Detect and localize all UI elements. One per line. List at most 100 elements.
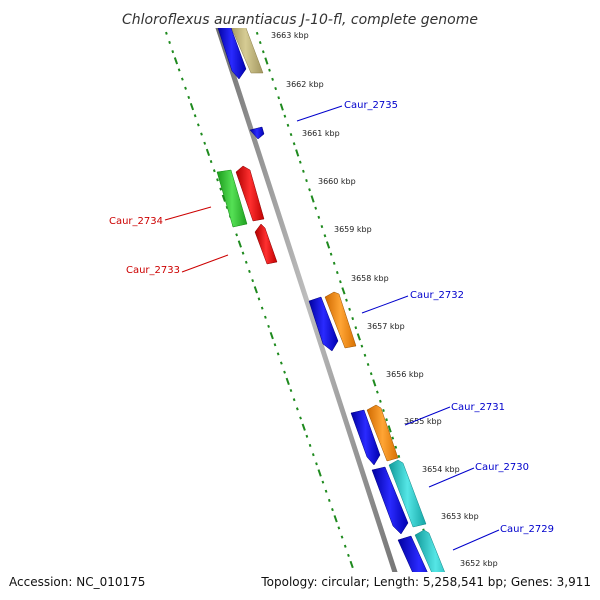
gene-caur-2731[interactable] — [366, 404, 399, 462]
inner-tick-track — [165, 31, 362, 593]
map-title: Chloroflexus aurantiacus J-10-fl, comple… — [122, 12, 478, 28]
inner-track-minor-tick — [241, 251, 245, 255]
gene-label-caur-2735[interactable]: Caur_2735 — [344, 100, 398, 111]
gene-caur-2729[interactable] — [414, 529, 456, 600]
outer-track-major-tick — [356, 333, 361, 341]
gene-caur-2733[interactable] — [254, 223, 278, 265]
kbp-tick-labels: 3663 kbp 3662 kbp 3661 kbp 3660 kbp 3659… — [271, 31, 498, 568]
gene-label-caur-2733[interactable]: Caur_2733 — [126, 265, 180, 276]
kbp-label-3652: 3652 kbp — [460, 559, 498, 568]
inner-track-minor-tick — [324, 489, 328, 493]
gene-caur-2730[interactable] — [388, 459, 427, 528]
inner-track-minor-tick — [184, 86, 187, 90]
inner-track-minor-tick — [321, 480, 325, 484]
gene-caur-2734[interactable] — [216, 169, 248, 228]
inner-track-major-tick — [237, 240, 242, 248]
inner-track-minor-tick — [251, 279, 255, 283]
outer-track-minor-tick — [375, 390, 379, 394]
gene-blue-2730[interactable] — [371, 466, 409, 535]
outer-track-minor-tick — [382, 408, 385, 413]
outer-track-minor-tick — [302, 169, 305, 173]
outer-track-minor-tick — [391, 436, 395, 440]
outer-tick-track — [255, 31, 446, 596]
inner-track-minor-tick — [219, 187, 223, 191]
kbp-label-3654: 3654 kbp — [422, 465, 460, 474]
kbp-label-3661: 3661 kbp — [302, 129, 340, 138]
outer-track-minor-tick — [289, 132, 293, 137]
inner-track-minor-tick — [235, 233, 239, 237]
outer-track-major-tick — [310, 195, 315, 203]
inner-track-minor-tick — [177, 68, 181, 72]
outer-track-minor-tick — [397, 454, 401, 459]
leader-caur-2735 — [296, 105, 343, 122]
inner-track-major-tick — [253, 286, 258, 294]
gene-label-caur-2734[interactable]: Caur_2734 — [109, 216, 163, 227]
gene-tan-top[interactable] — [228, 20, 264, 74]
outer-track-minor-tick — [292, 142, 296, 146]
outer-track-minor-tick — [360, 344, 364, 348]
outer-track-minor-tick — [298, 160, 302, 164]
gene-blue-2729[interactable] — [397, 535, 440, 600]
gene-caur-2735[interactable] — [249, 126, 265, 140]
leader-caur-2734 — [164, 206, 212, 221]
outer-track-minor-tick — [255, 31, 259, 35]
outer-track-minor-tick — [363, 353, 367, 357]
gene-labels: Caur_2735 Caur_2734 Caur_2733 Caur_2732 … — [109, 100, 554, 535]
inner-track-minor-tick — [209, 159, 213, 164]
inner-track-minor-tick — [292, 398, 296, 402]
outer-track-minor-tick — [332, 261, 336, 265]
inner-track-minor-tick — [289, 388, 293, 393]
outer-track-major-tick — [279, 103, 284, 111]
inner-track-major-tick — [189, 102, 195, 111]
gene-red-upper[interactable] — [235, 165, 265, 222]
outer-track-minor-tick — [308, 188, 311, 192]
gene-blue-2732[interactable] — [308, 296, 339, 352]
inner-track-minor-tick — [343, 544, 347, 548]
kbp-label-3656: 3656 kbp — [386, 370, 424, 379]
gene-label-caur-2731[interactable]: Caur_2731 — [451, 402, 505, 413]
gene-blue-2731[interactable] — [350, 409, 381, 466]
inner-track-minor-tick — [299, 416, 302, 420]
outer-track-minor-tick — [261, 50, 265, 54]
outer-track-minor-tick — [314, 206, 318, 210]
inner-track-minor-tick — [244, 260, 248, 264]
inner-track-minor-tick — [295, 407, 299, 411]
inner-track-major-tick — [301, 423, 306, 431]
outer-track-minor-tick — [258, 41, 262, 45]
outer-track-minor-tick — [394, 445, 398, 449]
outer-track-minor-tick — [323, 234, 327, 238]
gene-label-caur-2729[interactable]: Caur_2729 — [500, 524, 554, 535]
inner-track-major-tick — [349, 560, 354, 569]
outer-track-minor-tick — [366, 362, 370, 367]
inner-track-minor-tick — [260, 306, 264, 310]
inner-track-minor-tick — [315, 462, 318, 466]
inner-track-minor-tick — [308, 443, 312, 448]
inner-track-minor-tick — [267, 324, 270, 328]
inner-track-minor-tick — [165, 31, 168, 35]
outer-track-minor-tick — [283, 114, 287, 118]
inner-track-minor-tick — [200, 132, 203, 136]
outer-track-minor-tick — [348, 307, 351, 311]
gene-caur-2732[interactable] — [324, 291, 357, 349]
inner-track-minor-tick — [257, 297, 261, 301]
outer-track-minor-tick — [354, 326, 358, 330]
outer-track-major-tick — [387, 425, 392, 433]
inner-track-minor-tick — [337, 526, 341, 530]
outer-track-major-tick — [372, 379, 377, 387]
inner-track-minor-tick — [193, 114, 197, 118]
outer-track-minor-tick — [445, 593, 446, 596]
leader-caur-2733 — [181, 254, 229, 273]
inner-track-minor-tick — [361, 591, 362, 593]
outer-track-minor-tick — [339, 280, 342, 284]
inner-track-major-tick — [173, 57, 179, 65]
inner-track-major-tick — [221, 194, 226, 202]
inner-track-minor-tick — [340, 535, 344, 539]
inner-track-minor-tick — [327, 498, 331, 503]
gene-blue-top[interactable] — [217, 25, 247, 80]
outer-track-minor-tick — [320, 224, 324, 229]
gene-features — [216, 20, 456, 600]
gene-label-caur-2732[interactable]: Caur_2732 — [410, 290, 464, 301]
gene-label-caur-2730[interactable]: Caur_2730 — [475, 462, 529, 473]
leader-caur-2729 — [452, 529, 500, 551]
outer-track-major-tick — [295, 149, 300, 157]
